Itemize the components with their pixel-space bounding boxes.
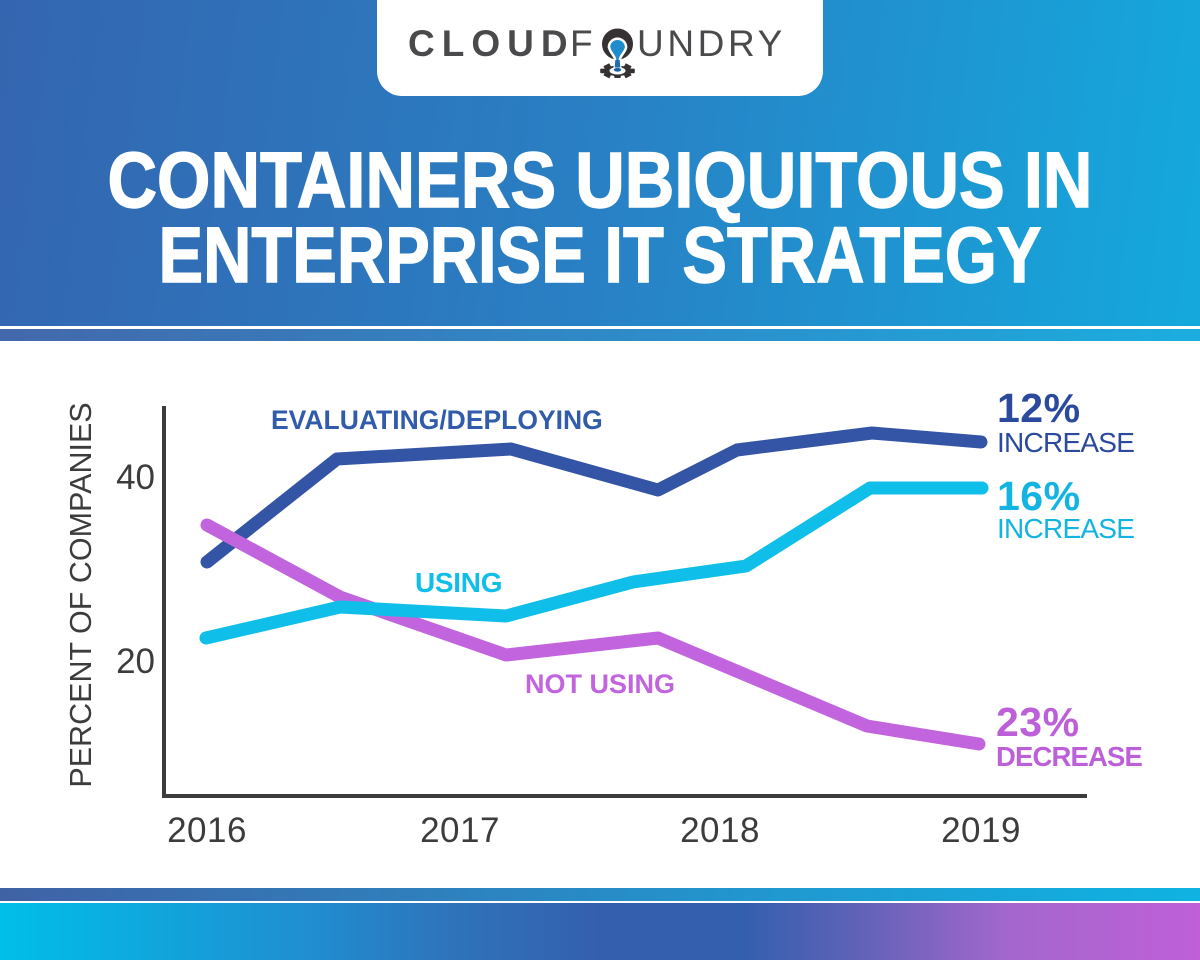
- svg-text:EVALUATING/DEPLOYING: EVALUATING/DEPLOYING: [271, 405, 603, 435]
- svg-text:INCREASE: INCREASE: [997, 427, 1134, 458]
- svg-text:2016: 2016: [167, 811, 247, 850]
- svg-text:23%: 23%: [996, 699, 1080, 745]
- svg-text:UNDRY: UNDRY: [637, 23, 786, 64]
- svg-text:40: 40: [116, 458, 155, 497]
- svg-text:CLOUD: CLOUD: [408, 23, 575, 64]
- svg-text:20: 20: [116, 642, 155, 681]
- svg-text:DECREASE: DECREASE: [996, 741, 1143, 772]
- svg-text:16%: 16%: [997, 473, 1081, 519]
- svg-text:PERCENT OF COMPANIES: PERCENT OF COMPANIES: [64, 402, 98, 787]
- svg-text:F: F: [570, 23, 596, 64]
- svg-text:INCREASE: INCREASE: [997, 513, 1134, 544]
- svg-text:NOT USING: NOT USING: [525, 669, 675, 699]
- svg-text:2018: 2018: [680, 811, 760, 850]
- svg-text:2017: 2017: [420, 811, 500, 850]
- svg-text:USING: USING: [415, 567, 502, 598]
- svg-text:12%: 12%: [997, 385, 1081, 431]
- svg-text:2019: 2019: [941, 811, 1021, 850]
